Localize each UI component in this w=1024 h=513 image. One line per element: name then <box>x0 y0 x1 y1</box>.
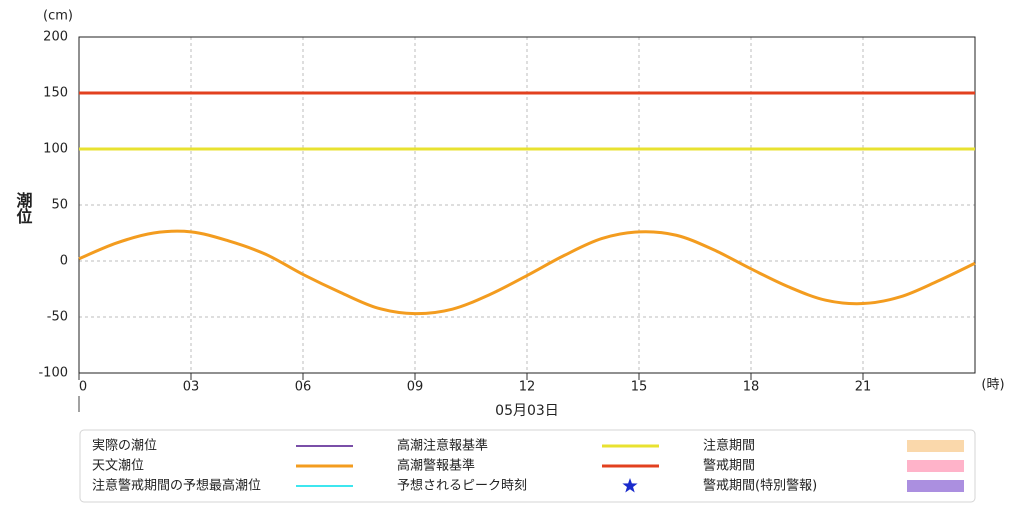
legend-label: 注意警戒期間の予想最高潮位 <box>92 478 261 494</box>
legend-label: 警戒期間(特別警報) <box>703 478 817 494</box>
legend-label: 実際の潮位 <box>92 438 157 454</box>
y-tick-label: -50 <box>47 310 68 325</box>
plot-border <box>78 36 976 374</box>
legend-label: 高潮注意報基準 <box>397 438 488 454</box>
legend-box <box>79 429 976 503</box>
x-tick-label: 0 <box>79 380 87 395</box>
y-tick-label: 50 <box>51 198 68 213</box>
x-unit: (時) <box>981 378 1004 393</box>
y-tick-label: 100 <box>43 142 68 157</box>
x-tick-label: 18 <box>743 380 760 395</box>
y-tick-label: 150 <box>43 86 68 101</box>
x-date: 05月03日 <box>495 403 559 419</box>
x-tick-label: 03 <box>183 380 200 395</box>
legend-label: 注意期間 <box>703 438 755 454</box>
y-tick-label: 200 <box>43 30 68 45</box>
x-tick-label: 12 <box>519 380 536 395</box>
x-tick-label: 15 <box>631 380 648 395</box>
y-unit: (cm) <box>43 9 73 24</box>
x-tick-label: 06 <box>295 380 312 395</box>
legend-label: 予想されるピーク時刻 <box>397 478 527 494</box>
legend-swatch <box>907 480 964 492</box>
x-tick-label: 09 <box>407 380 424 395</box>
legend-swatch <box>907 460 964 472</box>
x-tick-label: 21 <box>855 380 872 395</box>
y-axis-label: 潮位 <box>14 191 33 225</box>
legend-swatch <box>622 478 638 493</box>
y-tick-label: -100 <box>38 366 68 381</box>
legend-swatch <box>907 440 964 452</box>
legend-label: 警戒期間 <box>703 458 755 474</box>
y-tick-label: 0 <box>60 254 68 269</box>
legend-label: 高潮警報基準 <box>397 458 475 474</box>
series-line <box>78 229 976 316</box>
legend-label: 天文潮位 <box>92 459 144 474</box>
